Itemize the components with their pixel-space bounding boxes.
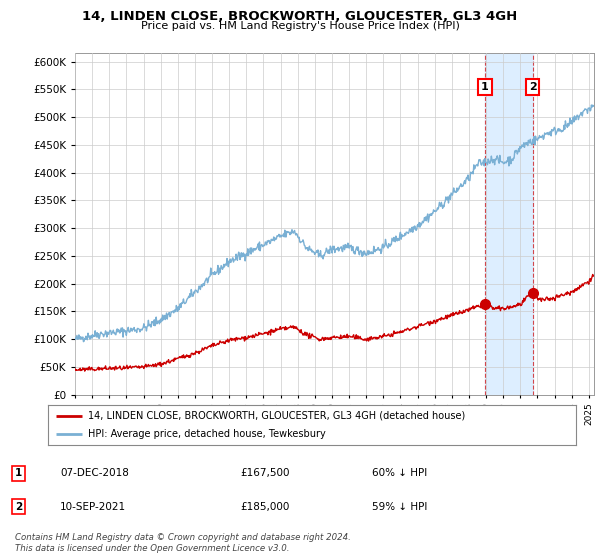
Text: 59% ↓ HPI: 59% ↓ HPI (372, 502, 427, 512)
Text: 14, LINDEN CLOSE, BROCKWORTH, GLOUCESTER, GL3 4GH: 14, LINDEN CLOSE, BROCKWORTH, GLOUCESTER… (82, 10, 518, 22)
Text: 2: 2 (529, 82, 536, 92)
Text: 1: 1 (15, 468, 22, 478)
Text: 1: 1 (481, 82, 488, 92)
Text: Contains HM Land Registry data © Crown copyright and database right 2024.
This d: Contains HM Land Registry data © Crown c… (15, 533, 351, 553)
Text: Price paid vs. HM Land Registry's House Price Index (HPI): Price paid vs. HM Land Registry's House … (140, 21, 460, 31)
Text: 60% ↓ HPI: 60% ↓ HPI (372, 468, 427, 478)
Text: £167,500: £167,500 (240, 468, 290, 478)
Bar (485, 53, 533, 395)
Text: 10-SEP-2021: 10-SEP-2021 (60, 502, 126, 512)
Text: 2: 2 (15, 502, 22, 512)
Text: £185,000: £185,000 (240, 502, 289, 512)
Text: 07-DEC-2018: 07-DEC-2018 (60, 468, 129, 478)
Text: 14, LINDEN CLOSE, BROCKWORTH, GLOUCESTER, GL3 4GH (detached house): 14, LINDEN CLOSE, BROCKWORTH, GLOUCESTER… (88, 411, 465, 421)
Text: HPI: Average price, detached house, Tewkesbury: HPI: Average price, detached house, Tewk… (88, 430, 325, 439)
